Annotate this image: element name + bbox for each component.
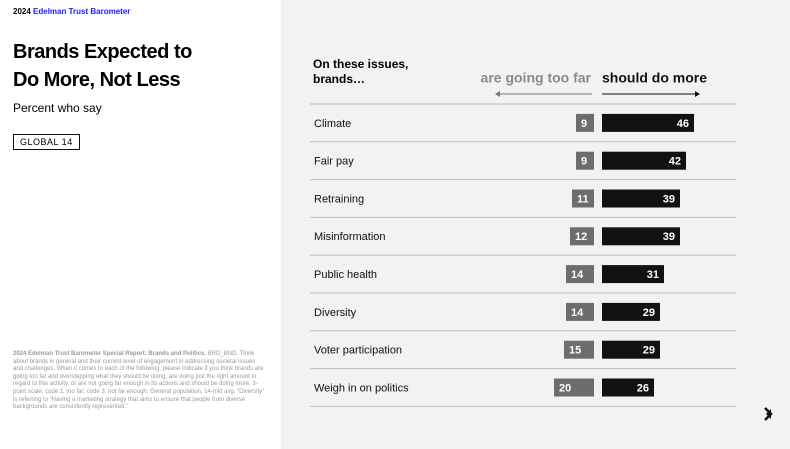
category-label: Weigh in on politics	[314, 382, 409, 394]
bar-do-more	[602, 227, 680, 246]
bar-do-more	[602, 113, 694, 132]
value-label: 20	[559, 382, 571, 394]
category-label: Climate	[314, 118, 351, 130]
value-label: 9	[581, 156, 587, 168]
value-label: 29	[643, 307, 655, 319]
brand: 2024 Edelman Trust Barometer	[13, 7, 130, 16]
value-label: 39	[663, 231, 675, 243]
category-label: Public health	[314, 269, 377, 281]
title: Brands Expected to Do More, Not Less	[13, 41, 192, 91]
footnote-text: BRD_BND. Think about brands in general a…	[13, 351, 265, 411]
bar-too-far	[554, 378, 594, 397]
bar-do-more	[602, 302, 660, 321]
category-label: Retraining	[314, 193, 364, 205]
arrows	[495, 91, 700, 97]
bar-too-far	[566, 302, 594, 321]
value-label: 11	[577, 193, 589, 205]
bar-too-far	[572, 189, 594, 208]
bar-too-far	[564, 340, 594, 359]
subtitle: Percent who say	[13, 101, 102, 115]
bar-do-more	[602, 378, 654, 397]
value-label: 46	[677, 118, 689, 130]
bar-too-far	[576, 113, 594, 132]
value-label: 42	[669, 156, 681, 168]
bar-do-more	[602, 340, 660, 359]
bar-do-more	[602, 265, 664, 284]
value-label: 14	[571, 307, 584, 319]
value-label: 39	[663, 193, 675, 205]
footnote: 2024 Edelman Trust Barometer Special Rep…	[13, 351, 266, 412]
footnote-source: 2024 Edelman Trust Barometer Special Rep…	[13, 351, 207, 357]
legend-right: should do more	[602, 70, 707, 86]
brand-name: Edelman Trust Barometer	[33, 7, 131, 16]
next-arrow[interactable]	[764, 407, 773, 421]
panel	[281, 0, 790, 449]
category-header: On these issues, brands…	[313, 57, 409, 86]
year: 2024	[13, 7, 31, 16]
value-label: 12	[575, 231, 587, 243]
value-label: 26	[637, 382, 649, 394]
bar-do-more	[602, 189, 680, 208]
bar-too-far	[566, 265, 594, 284]
category-label: Misinformation	[314, 231, 386, 243]
bar-too-far	[576, 151, 594, 170]
category-label: Fair pay	[314, 156, 354, 168]
value-label: 31	[647, 269, 659, 281]
bar-too-far	[570, 227, 594, 246]
category-label: Diversity	[314, 307, 357, 319]
badge: GLOBAL 14	[13, 134, 80, 150]
value-label: 15	[569, 345, 581, 357]
value-label: 14	[571, 269, 584, 281]
value-label: 29	[643, 345, 655, 357]
legend-left: are going too far	[481, 70, 592, 86]
value-label: 9	[581, 118, 587, 130]
category-label: Voter participation	[314, 345, 402, 357]
bar-do-more	[602, 151, 686, 170]
